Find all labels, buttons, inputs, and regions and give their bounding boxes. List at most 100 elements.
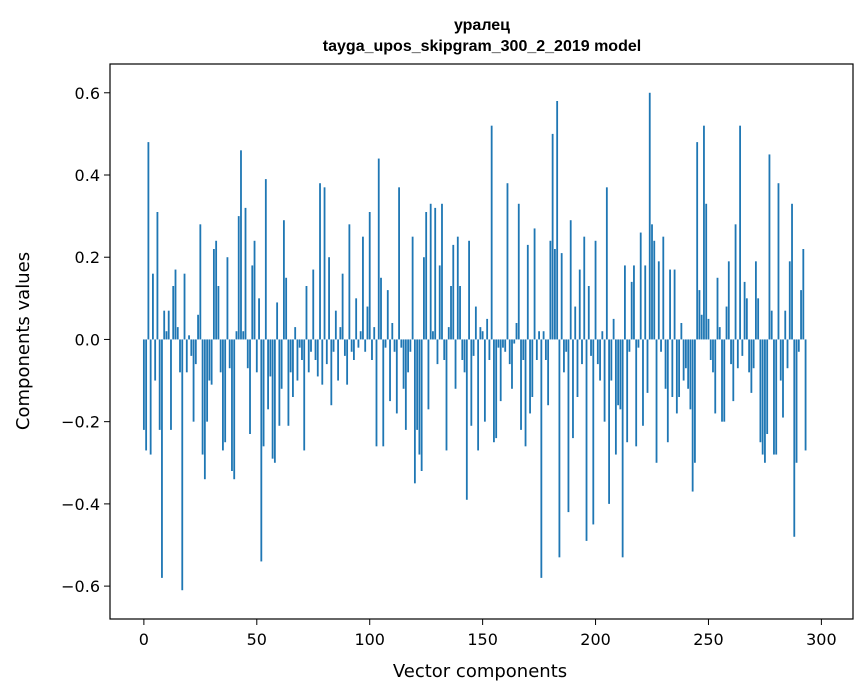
bar-269 bbox=[750, 339, 753, 393]
bar-108 bbox=[386, 290, 389, 340]
bar-275 bbox=[764, 339, 766, 463]
bar-274 bbox=[761, 339, 764, 455]
bar-259 bbox=[727, 261, 730, 340]
bar-40 bbox=[233, 339, 236, 480]
bar-120 bbox=[413, 339, 416, 484]
bar-145 bbox=[470, 339, 473, 426]
bar-143 bbox=[465, 339, 468, 500]
bar-134 bbox=[445, 339, 448, 451]
bar-26 bbox=[201, 339, 204, 455]
bar-142 bbox=[463, 339, 466, 373]
bar-111 bbox=[393, 339, 396, 352]
bar-240 bbox=[684, 339, 687, 369]
bar-99 bbox=[366, 306, 369, 340]
y-axis-label: Components values bbox=[13, 252, 34, 430]
bar-121 bbox=[416, 339, 419, 430]
bar-67 bbox=[294, 327, 297, 340]
bar-68 bbox=[296, 339, 299, 381]
bar-243 bbox=[691, 339, 694, 492]
bar-8 bbox=[161, 339, 163, 578]
bar-235 bbox=[673, 269, 676, 340]
bar-230 bbox=[662, 236, 665, 340]
bar-128 bbox=[432, 331, 434, 340]
bar-25 bbox=[199, 224, 202, 340]
bar-218 bbox=[635, 339, 638, 447]
bar-273 bbox=[759, 339, 762, 443]
bar-171 bbox=[529, 339, 531, 414]
bar-229 bbox=[660, 339, 662, 352]
bar-217 bbox=[633, 265, 635, 340]
bar-115 bbox=[402, 339, 405, 389]
bar-109 bbox=[389, 339, 391, 402]
bar-103 bbox=[375, 339, 378, 447]
bar-189 bbox=[569, 220, 572, 340]
bar-34 bbox=[219, 339, 222, 373]
bar-56 bbox=[269, 339, 272, 377]
chart-title: уралец bbox=[454, 17, 510, 34]
bar-272 bbox=[757, 298, 760, 340]
bar-78 bbox=[319, 183, 321, 340]
bar-46 bbox=[246, 339, 249, 369]
bar-236 bbox=[675, 339, 678, 414]
bar-138 bbox=[454, 339, 457, 389]
bar-36 bbox=[224, 339, 227, 443]
bar-221 bbox=[642, 339, 644, 426]
bar-220 bbox=[639, 232, 642, 340]
bar-286 bbox=[788, 261, 791, 340]
bar-267 bbox=[745, 298, 748, 340]
bar-153 bbox=[488, 339, 491, 360]
bar-152 bbox=[486, 318, 489, 340]
bar-211 bbox=[619, 339, 622, 410]
bar-228 bbox=[657, 261, 660, 340]
bar-280 bbox=[775, 339, 778, 455]
bar-61 bbox=[280, 339, 283, 389]
bar-252 bbox=[712, 339, 714, 373]
x-tick-label-300: 300 bbox=[806, 630, 837, 649]
bar-207 bbox=[610, 339, 613, 381]
chart-subtitle: tayga_upos_skipgram_300_2_2019 model bbox=[323, 38, 641, 55]
bar-13 bbox=[172, 286, 175, 340]
bar-88 bbox=[341, 273, 344, 340]
bar-256 bbox=[721, 339, 723, 422]
plot-frame bbox=[109, 63, 854, 620]
bar-231 bbox=[664, 339, 667, 389]
bar-238 bbox=[680, 323, 683, 340]
bar-214 bbox=[626, 339, 629, 443]
bar-237 bbox=[678, 339, 681, 397]
bar-62 bbox=[282, 220, 285, 340]
bar-43 bbox=[240, 150, 242, 340]
bar-203 bbox=[601, 331, 604, 340]
bar-127 bbox=[429, 203, 432, 340]
bar-59 bbox=[276, 302, 279, 340]
bar-242 bbox=[689, 339, 692, 410]
bar-41 bbox=[235, 331, 238, 340]
bar-24 bbox=[197, 314, 199, 340]
y-tick-label-0.4: 0.4 bbox=[75, 166, 100, 185]
bar-266 bbox=[743, 281, 746, 340]
bar-175 bbox=[538, 331, 540, 340]
bar-276 bbox=[766, 339, 769, 434]
x-tick-label-100: 100 bbox=[354, 630, 385, 649]
bar-265 bbox=[741, 339, 744, 356]
bar-193 bbox=[578, 269, 581, 340]
bar-17 bbox=[181, 339, 184, 591]
bar-194 bbox=[581, 339, 583, 365]
x-tick-label-250: 250 bbox=[693, 630, 724, 649]
bar-11 bbox=[167, 310, 170, 340]
bar-292 bbox=[802, 249, 805, 340]
bar-94 bbox=[355, 298, 358, 340]
bar-150 bbox=[481, 331, 484, 340]
bar-84 bbox=[332, 339, 335, 352]
bar-263 bbox=[736, 339, 739, 369]
bar-159 bbox=[502, 339, 504, 348]
bar-147 bbox=[474, 306, 477, 340]
bar-28 bbox=[206, 339, 209, 422]
bar-5 bbox=[154, 339, 157, 381]
bar-233 bbox=[669, 269, 671, 340]
y-tick-label--0.2: −0.2 bbox=[61, 413, 100, 432]
bar-192 bbox=[576, 339, 579, 397]
bar-262 bbox=[734, 224, 737, 340]
bar-271 bbox=[754, 261, 757, 340]
bar-73 bbox=[307, 339, 310, 373]
